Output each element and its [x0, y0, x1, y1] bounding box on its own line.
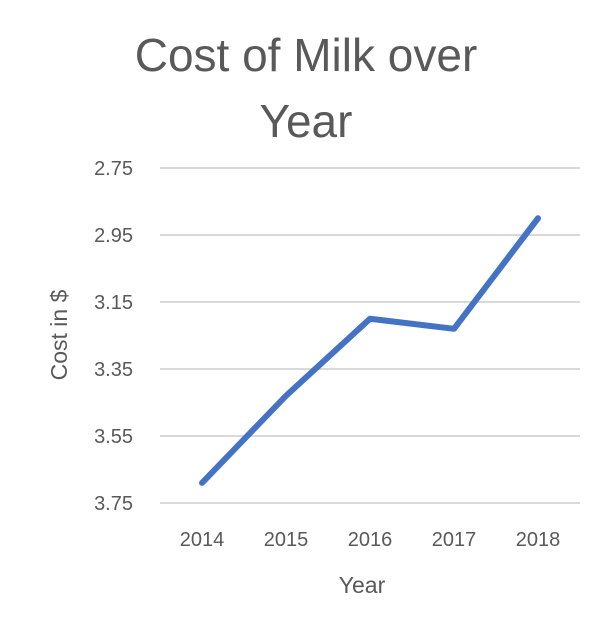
- y-tick-label: 2.95: [94, 225, 133, 247]
- y-axis-label: Cost in $: [46, 289, 72, 380]
- x-tick-label: 2017: [432, 529, 477, 551]
- y-tick-label: 3.55: [94, 426, 133, 448]
- x-tick-label: 2014: [180, 529, 225, 551]
- x-tick-label: 2015: [264, 529, 309, 551]
- y-axis-ticks: 2.75 2.95 3.15 3.35 3.55 3.75: [94, 158, 133, 515]
- chart-title-line-2: Year: [259, 95, 353, 147]
- y-tick-label: 3.75: [94, 493, 133, 515]
- grid: [160, 167, 580, 504]
- x-tick-label: 2018: [516, 529, 561, 551]
- series: [199, 215, 541, 486]
- y-tick-label: 2.75: [94, 158, 133, 180]
- chart-title-line-1: Cost of Milk over: [134, 29, 478, 81]
- y-tick-label: 3.15: [94, 292, 133, 314]
- x-axis-label: Year: [339, 572, 386, 598]
- series-line: [199, 215, 541, 486]
- y-tick-label: 3.35: [94, 359, 133, 381]
- x-axis-ticks: 2014 2015 2016 2017 2018: [180, 529, 561, 551]
- x-tick-label: 2016: [348, 529, 393, 551]
